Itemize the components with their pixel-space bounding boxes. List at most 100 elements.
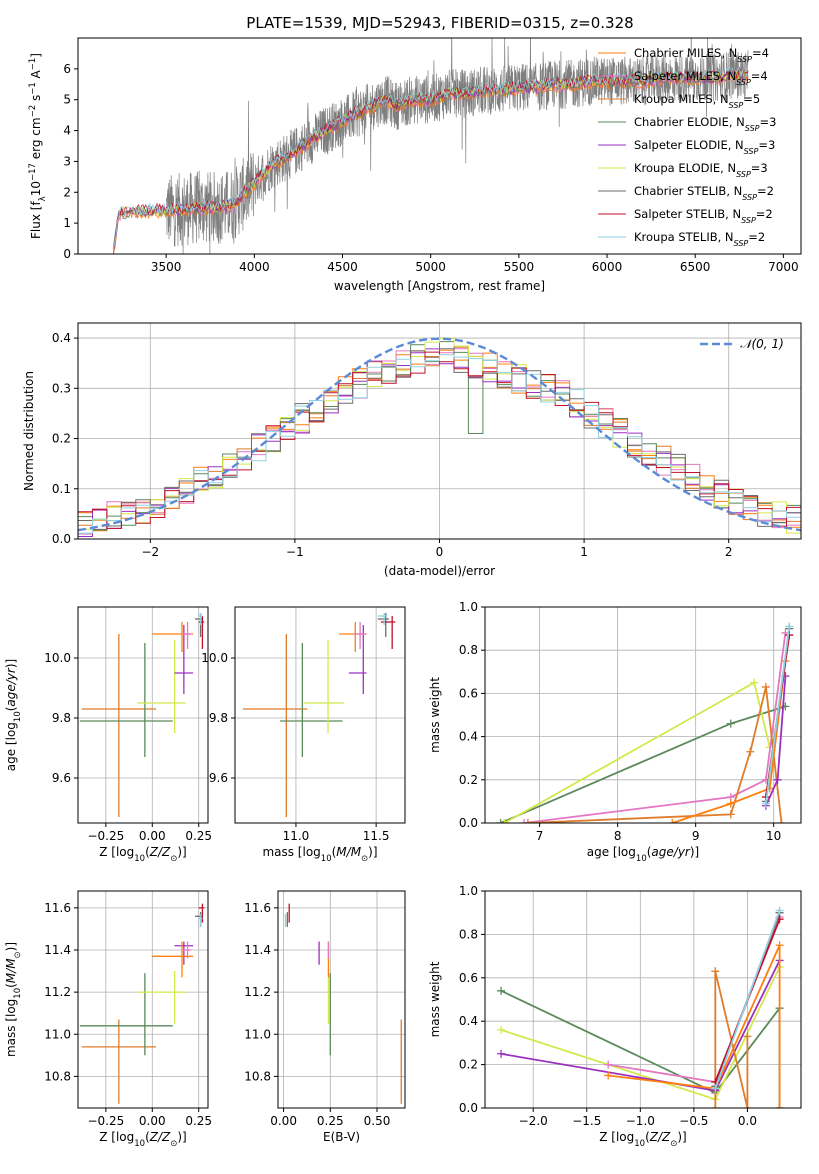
mass_vs_Z-ylabel-part: )] (4, 942, 18, 951)
legend-sub: SSP (736, 78, 751, 87)
legend-end: =2 (748, 230, 765, 244)
figure-title: PLATE=1539, MJD=52943, FIBERID=0315, z=0… (246, 14, 633, 32)
mass_weight_vs_Z-marker-chabrier-miles (604, 1071, 613, 1080)
mass_weight_vs_Z-ytick-label: 1.0 (459, 884, 478, 898)
legend-end: =4 (751, 69, 768, 83)
mass_weight_vs_Z-xlabel-part: Z/Z (649, 1130, 671, 1144)
mass_weight_vs_age-ytick-label: 0.0 (459, 816, 478, 830)
age_vs_mass-xtick-label: 11.0 (283, 829, 310, 843)
spectrum-xtick-label: 5500 (504, 260, 535, 274)
spectrum-xtick-label: 3500 (151, 260, 182, 274)
mass_weight_vs_age-line-kroupa-miles (527, 686, 783, 823)
mass_weight_vs_Z-xlabel-part: ⊙ (670, 1139, 677, 1149)
legend-text: Salpeter STELIB, N (634, 207, 741, 221)
mass_weight_vs_Z-line-chabrier-miles (608, 944, 781, 1108)
spectrum-ytick-label: 0 (63, 247, 71, 261)
age_vs_Z-panel: −0.25 0.00 0.25 9.6 9.8 10.0 (44, 606, 212, 843)
legend-end: =2 (757, 184, 774, 198)
spectrum-legend-entry: Kroupa MILES, NSSP=5 (634, 92, 760, 110)
residuals-plot-area (78, 337, 801, 537)
age_vs_Z-xlabel: Z [log10(Z/Z⊙)] (99, 845, 187, 864)
legend-sub: SSP (737, 55, 752, 64)
spectrum-model-chabrier-miles (112, 73, 749, 254)
spectrum-ylabel-part: A (29, 69, 43, 82)
age_vs_Z-ylabel-part: ( (4, 707, 18, 712)
residuals-xtick-label: 0 (436, 545, 444, 559)
age_vs_mass-xlabel-part: 10 (321, 854, 332, 864)
mass_vs_Z-xlabel-part: Z [log (99, 1130, 134, 1144)
spectrum-xlabel: wavelength [Angstrom, rest frame] (334, 279, 545, 293)
age_vs_Z-xtick-label: 0.25 (185, 829, 212, 843)
mass_weight_vs_age-xlabel-part: 10 (636, 854, 647, 864)
spectrum-xtick-label: 4500 (327, 260, 358, 274)
age_vs_Z-ylabel: age [log10(age/yr)] (4, 659, 23, 771)
mass_vs_Z-ylabel-part: ( (4, 983, 18, 988)
mass_weight_vs_Z-xlabel-part: ( (645, 1130, 650, 1144)
mass_weight_vs_age-line-chabrier-elodie (500, 705, 786, 823)
mass_weight_vs_Z-ytick-label: 0.0 (459, 1101, 478, 1115)
mass_weight_vs_age-marker-kroupa-elodie (500, 819, 509, 823)
age_vs_Z-xlabel-part: ⊙ (170, 854, 177, 864)
legend-sub: SSP (742, 193, 757, 202)
age_vs_mass-ytick-label: 9.8 (209, 711, 228, 725)
mass_weight_vs_age-ytick-label: 0.6 (459, 686, 478, 700)
legend-text: Chabrier MILES, N (634, 46, 737, 60)
residuals-ytick-label: 0.4 (52, 331, 71, 345)
mass_weight_vs_age-ytick-label: 0.4 (459, 730, 478, 744)
mass_weight_vs_age-xlabel-part: ( (647, 845, 652, 859)
mass_weight_vs_Z-xtick-label: −0.5 (679, 1114, 708, 1128)
mass_vs_ebv-ytick-label: 11.2 (244, 985, 271, 999)
spectrum-ylabel: Flux [fλ10−17 erg cm−2 s−1 A−1] (28, 53, 48, 239)
residuals-panel: −2 −1 0 1 2 0.0 0.1 0.2 0.3 0.4 (52, 322, 802, 559)
spectrum-ylabel-part: s (29, 95, 43, 105)
residuals-xtick-label: −1 (286, 545, 304, 559)
mass_weight_vs_Z-xlabel: Z [log10(Z/Z⊙)] (599, 1130, 687, 1149)
mass_weight_vs_Z-ytick-label: 0.2 (459, 1058, 478, 1072)
normal-legend-label: 𝒩(0, 1) (740, 337, 784, 351)
spectrum-ytick-label: 2 (63, 185, 71, 199)
legend-end: =3 (760, 115, 777, 129)
mass_weight_vs_Z-xtick-label: −1.0 (626, 1114, 655, 1128)
age_vs_Z-xlabel-part: ( (145, 845, 150, 859)
spectrum-xtick-label: 7000 (768, 260, 799, 274)
mass_vs_Z-xtick-label: −0.25 (87, 1114, 124, 1128)
mass_weight_vs_Z-ytick-label: 0.6 (459, 971, 478, 985)
mass_weight_vs_age-marker-salpeter-elodie (773, 775, 782, 784)
mass_weight_vs_age-panel: 7 8 9 10 0.0 0.2 0.4 0.6 0.8 1.0 (459, 600, 802, 843)
mass_weight_vs_age-frame (484, 606, 802, 824)
mass_weight_vs_age-ytick-label: 1.0 (459, 600, 478, 614)
spectrum-plot-area (112, 38, 749, 254)
legend-end: =2 (756, 207, 773, 221)
mass_weight_vs_age-marker-kroupa-miles (777, 819, 786, 823)
mass_weight_vs_age-xtick-label: 7 (536, 829, 544, 843)
mass_vs_ebv-xtick-label: 0.00 (270, 1114, 297, 1128)
legend-end: =3 (758, 138, 775, 152)
mass_vs_Z-ylabel: mass [log10(M/M⊙)] (4, 942, 23, 1057)
mass_weight_vs_age-xtick-label: 10 (766, 829, 781, 843)
mass_weight_vs_age-line-chabrier-miles (672, 660, 787, 823)
age_vs_Z-ytick-label: 9.6 (52, 771, 71, 785)
mass_weight_vs_Z-panel: −2.0 −1.5 −1.0 −0.5 0.0 0.0 0.2 0.4 0.6 0.8 1.0 (459, 884, 802, 1128)
mass_weight_vs_Z-xtick-label: −2.0 (519, 1114, 548, 1128)
mass_vs_Z-ytick-label: 11.2 (44, 985, 71, 999)
residuals-xlabel: (data-model)/error (384, 564, 495, 578)
spectrum-frame (77, 37, 802, 255)
mass_weight_vs_age-marker-chabrier-elodie (726, 719, 735, 728)
mass_weight_vs_Z-marker-kroupa-elodie (497, 1025, 506, 1034)
mass_weight_vs_age-marker-kroupa-stelib (785, 622, 794, 631)
spectrum-xtick-label: 5000 (415, 260, 446, 274)
mass_weight_vs_Z-plot-area (497, 906, 784, 1108)
residuals-ytick-label: 0.1 (52, 482, 71, 496)
age_vs_mass-xlabel: mass [log10(M/M⊙)] (262, 845, 377, 864)
age_vs_mass-xlabel-part: )] (368, 845, 377, 859)
legend-sub: SSP (736, 170, 751, 179)
mass_vs_Z-xlabel-part: ( (145, 1130, 150, 1144)
mass_weight_vs_Z-marker-salpeter-elodie (497, 1049, 506, 1058)
spectrum-xtick-label: 6000 (592, 260, 623, 274)
mass_weight_vs_Z-marker-chabrier-miles (775, 1104, 784, 1108)
spectrum-xtick-label: 4000 (239, 260, 270, 274)
mass_weight_vs_age-marker-chabrier-elodie (496, 819, 505, 823)
mass_vs_ebv-plot-area (284, 903, 402, 1104)
